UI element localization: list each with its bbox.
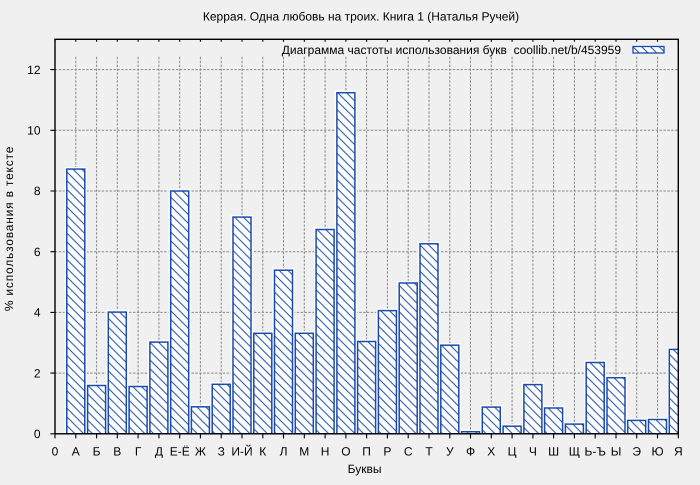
svg-text:Ы: Ы	[611, 444, 622, 458]
svg-text:А: А	[72, 444, 80, 458]
svg-text:10: 10	[27, 124, 41, 138]
svg-text:Е-Ё: Е-Ё	[170, 444, 190, 458]
svg-text:В: В	[113, 444, 121, 458]
svg-text:12: 12	[27, 63, 41, 77]
svg-text:Керрая. Одна любовь на троих.: Керрая. Одна любовь на троих. Книга 1 (Н…	[203, 10, 519, 24]
svg-text:У: У	[446, 444, 454, 458]
svg-text:О: О	[341, 444, 350, 458]
svg-text:Л: Л	[280, 444, 288, 458]
svg-text:Г: Г	[135, 444, 142, 458]
svg-text:Н: Н	[321, 444, 330, 458]
svg-text:2: 2	[34, 366, 41, 380]
svg-text:Ж: Ж	[195, 444, 206, 458]
svg-text:% использования в тексте: % использования в тексте	[2, 146, 16, 311]
svg-text:Диаграмма частоты использовани: Диаграмма частоты использования букв coo…	[282, 43, 622, 57]
svg-text:0: 0	[34, 427, 41, 441]
svg-text:8: 8	[34, 184, 41, 198]
svg-text:Я: Я	[674, 444, 683, 458]
svg-text:Т: Т	[425, 444, 433, 458]
svg-text:П: П	[362, 444, 371, 458]
svg-text:Э: Э	[632, 444, 641, 458]
svg-text:С: С	[404, 444, 413, 458]
svg-text:М: М	[299, 444, 309, 458]
svg-text:Р: Р	[383, 444, 391, 458]
svg-text:Ь-Ъ: Ь-Ъ	[585, 444, 606, 458]
svg-text:Щ: Щ	[569, 444, 580, 458]
svg-text:З: З	[218, 444, 225, 458]
svg-text:Х: Х	[487, 444, 495, 458]
svg-text:Ю: Ю	[651, 444, 663, 458]
svg-text:Д: Д	[155, 444, 163, 458]
svg-text:Б: Б	[93, 444, 101, 458]
svg-text:И-Й: И-Й	[231, 444, 252, 458]
svg-text:Ц: Ц	[508, 444, 517, 458]
svg-text:0: 0	[52, 444, 59, 458]
svg-text:Ф: Ф	[466, 444, 475, 458]
svg-text:6: 6	[34, 245, 41, 259]
svg-text:Ч: Ч	[529, 444, 537, 458]
svg-text:К: К	[259, 444, 266, 458]
svg-text:Буквы: Буквы	[348, 462, 382, 476]
svg-text:4: 4	[34, 306, 41, 320]
svg-text:Ш: Ш	[548, 444, 559, 458]
